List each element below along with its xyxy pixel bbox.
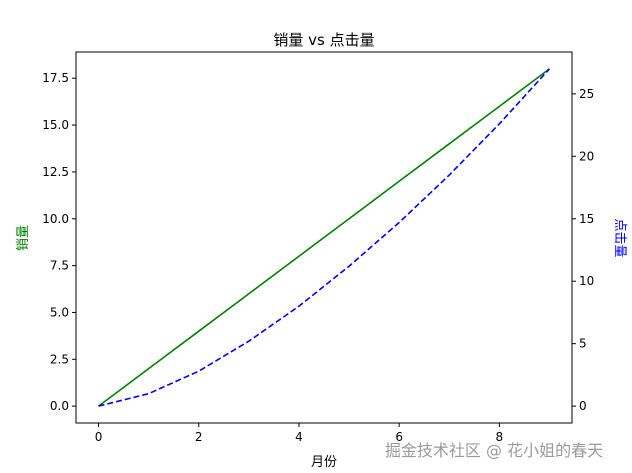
y-axis-left-label: 销量 <box>16 225 31 251</box>
y-left-tick-label: 5.0 <box>50 305 69 319</box>
y-axis-right: 0 5 10 15 20 25 <box>572 87 594 413</box>
y-right-tick-label: 0 <box>579 399 587 413</box>
y-axis-right-label: 点击量 <box>612 218 627 257</box>
plot-frame <box>75 51 573 424</box>
y-left-tick-label: 15.0 <box>42 118 69 132</box>
chart-title: 销量 vs 点击量 <box>273 31 374 49</box>
series-line-2 <box>98 68 551 407</box>
watermark: 掘金技术社区 @ 花小姐的春天 <box>385 441 603 460</box>
x-tick-label: 8 <box>496 430 504 444</box>
y-right-tick-label: 5 <box>579 337 587 351</box>
y-axis-left: 0.0 2.5 5.0 7.5 10.0 12.5 15.0 17.5 <box>42 71 76 413</box>
x-tick-label: 4 <box>295 430 303 444</box>
y-left-tick-label: 0.0 <box>50 399 69 413</box>
y-right-tick-label: 25 <box>579 87 594 101</box>
series-line-1 <box>98 68 550 407</box>
y-right-tick-label: 15 <box>579 212 594 226</box>
series-layer <box>98 68 551 407</box>
y-right-tick-label: 20 <box>579 149 594 163</box>
x-tick-label: 0 <box>95 430 103 444</box>
x-tick-label: 6 <box>395 430 403 444</box>
y-left-tick-label: 7.5 <box>50 259 69 273</box>
y-left-tick-label: 17.5 <box>42 71 69 85</box>
x-axis-label: 月份 <box>311 455 337 470</box>
y-left-tick-label: 10.0 <box>42 212 69 226</box>
y-left-tick-label: 12.5 <box>42 165 69 179</box>
plot-area: 0 2 4 6 8 0.0 2.5 5.0 7.5 10.0 12.5 15.0 17.5 0 5 10 1… <box>42 51 594 444</box>
x-tick-label: 2 <box>195 430 203 444</box>
x-axis: 0 2 4 6 8 <box>95 423 503 444</box>
y-left-tick-label: 2.5 <box>50 352 69 366</box>
y-right-tick-label: 10 <box>579 274 594 288</box>
